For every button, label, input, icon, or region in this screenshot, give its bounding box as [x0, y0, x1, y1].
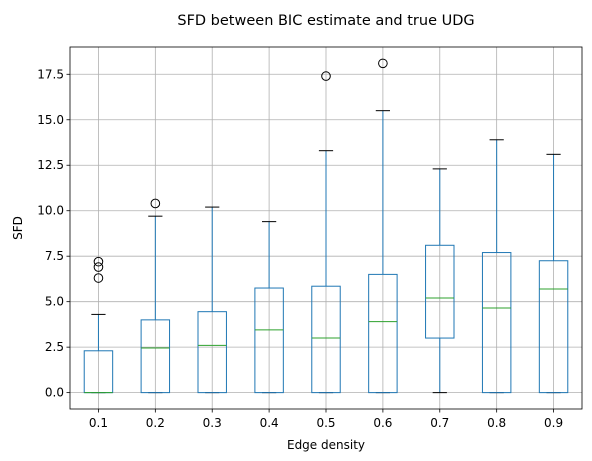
box-group — [83, 256, 114, 394]
y-tick-label: 15.0 — [37, 113, 64, 127]
x-tick-label: 0.2 — [146, 416, 165, 430]
y-tick-label: 0.0 — [45, 386, 64, 400]
y-tick-label: 5.0 — [45, 295, 64, 309]
y-tick-label: 10.0 — [37, 204, 64, 218]
outlier-point — [93, 273, 104, 283]
x-tick-label: 0.3 — [203, 416, 222, 430]
box — [538, 260, 569, 394]
x-tick-label: 0.8 — [487, 416, 506, 430]
box — [425, 244, 455, 339]
box-group — [197, 206, 227, 394]
box — [481, 252, 512, 394]
outlier-point — [378, 58, 388, 69]
outlier-point — [150, 198, 161, 209]
chart-title: SFD between BIC estimate and true UDG — [177, 13, 474, 29]
x-tick-label: 0.1 — [89, 416, 108, 430]
box — [254, 287, 284, 394]
box-group — [481, 139, 512, 394]
y-tick-label: 7.5 — [45, 249, 64, 263]
box-group — [538, 153, 569, 394]
plot-area — [83, 58, 569, 394]
y-axis: 0.0 2.5 5.0 7.5 10.0 12.5 15.0 17.5 — [37, 67, 70, 400]
y-axis-label: SFD — [11, 216, 25, 240]
x-axis: 0.1 0.2 0.3 0.4 0.5 0.6 0.7 0.8 0.9 — [89, 409, 563, 430]
outlier-point — [93, 262, 104, 272]
x-tick-label: 0.5 — [316, 416, 335, 430]
box-group — [254, 221, 284, 394]
x-tick-label: 0.7 — [430, 416, 449, 430]
x-axis-label: Edge density — [287, 438, 365, 452]
box-group — [368, 58, 398, 394]
y-tick-label: 17.5 — [37, 67, 64, 81]
outlier-point — [321, 71, 331, 81]
box — [368, 273, 398, 394]
y-tick-label: 12.5 — [37, 158, 64, 172]
box — [197, 311, 227, 394]
box-group — [140, 198, 171, 394]
box-group — [425, 168, 455, 394]
y-tick-label: 2.5 — [45, 340, 64, 354]
outlier-point — [93, 256, 104, 267]
x-tick-label: 0.4 — [260, 416, 279, 430]
box — [140, 319, 171, 394]
box — [311, 285, 341, 394]
x-tick-label: 0.9 — [544, 416, 563, 430]
box-group — [311, 71, 341, 394]
x-tick-label: 0.6 — [373, 416, 392, 430]
